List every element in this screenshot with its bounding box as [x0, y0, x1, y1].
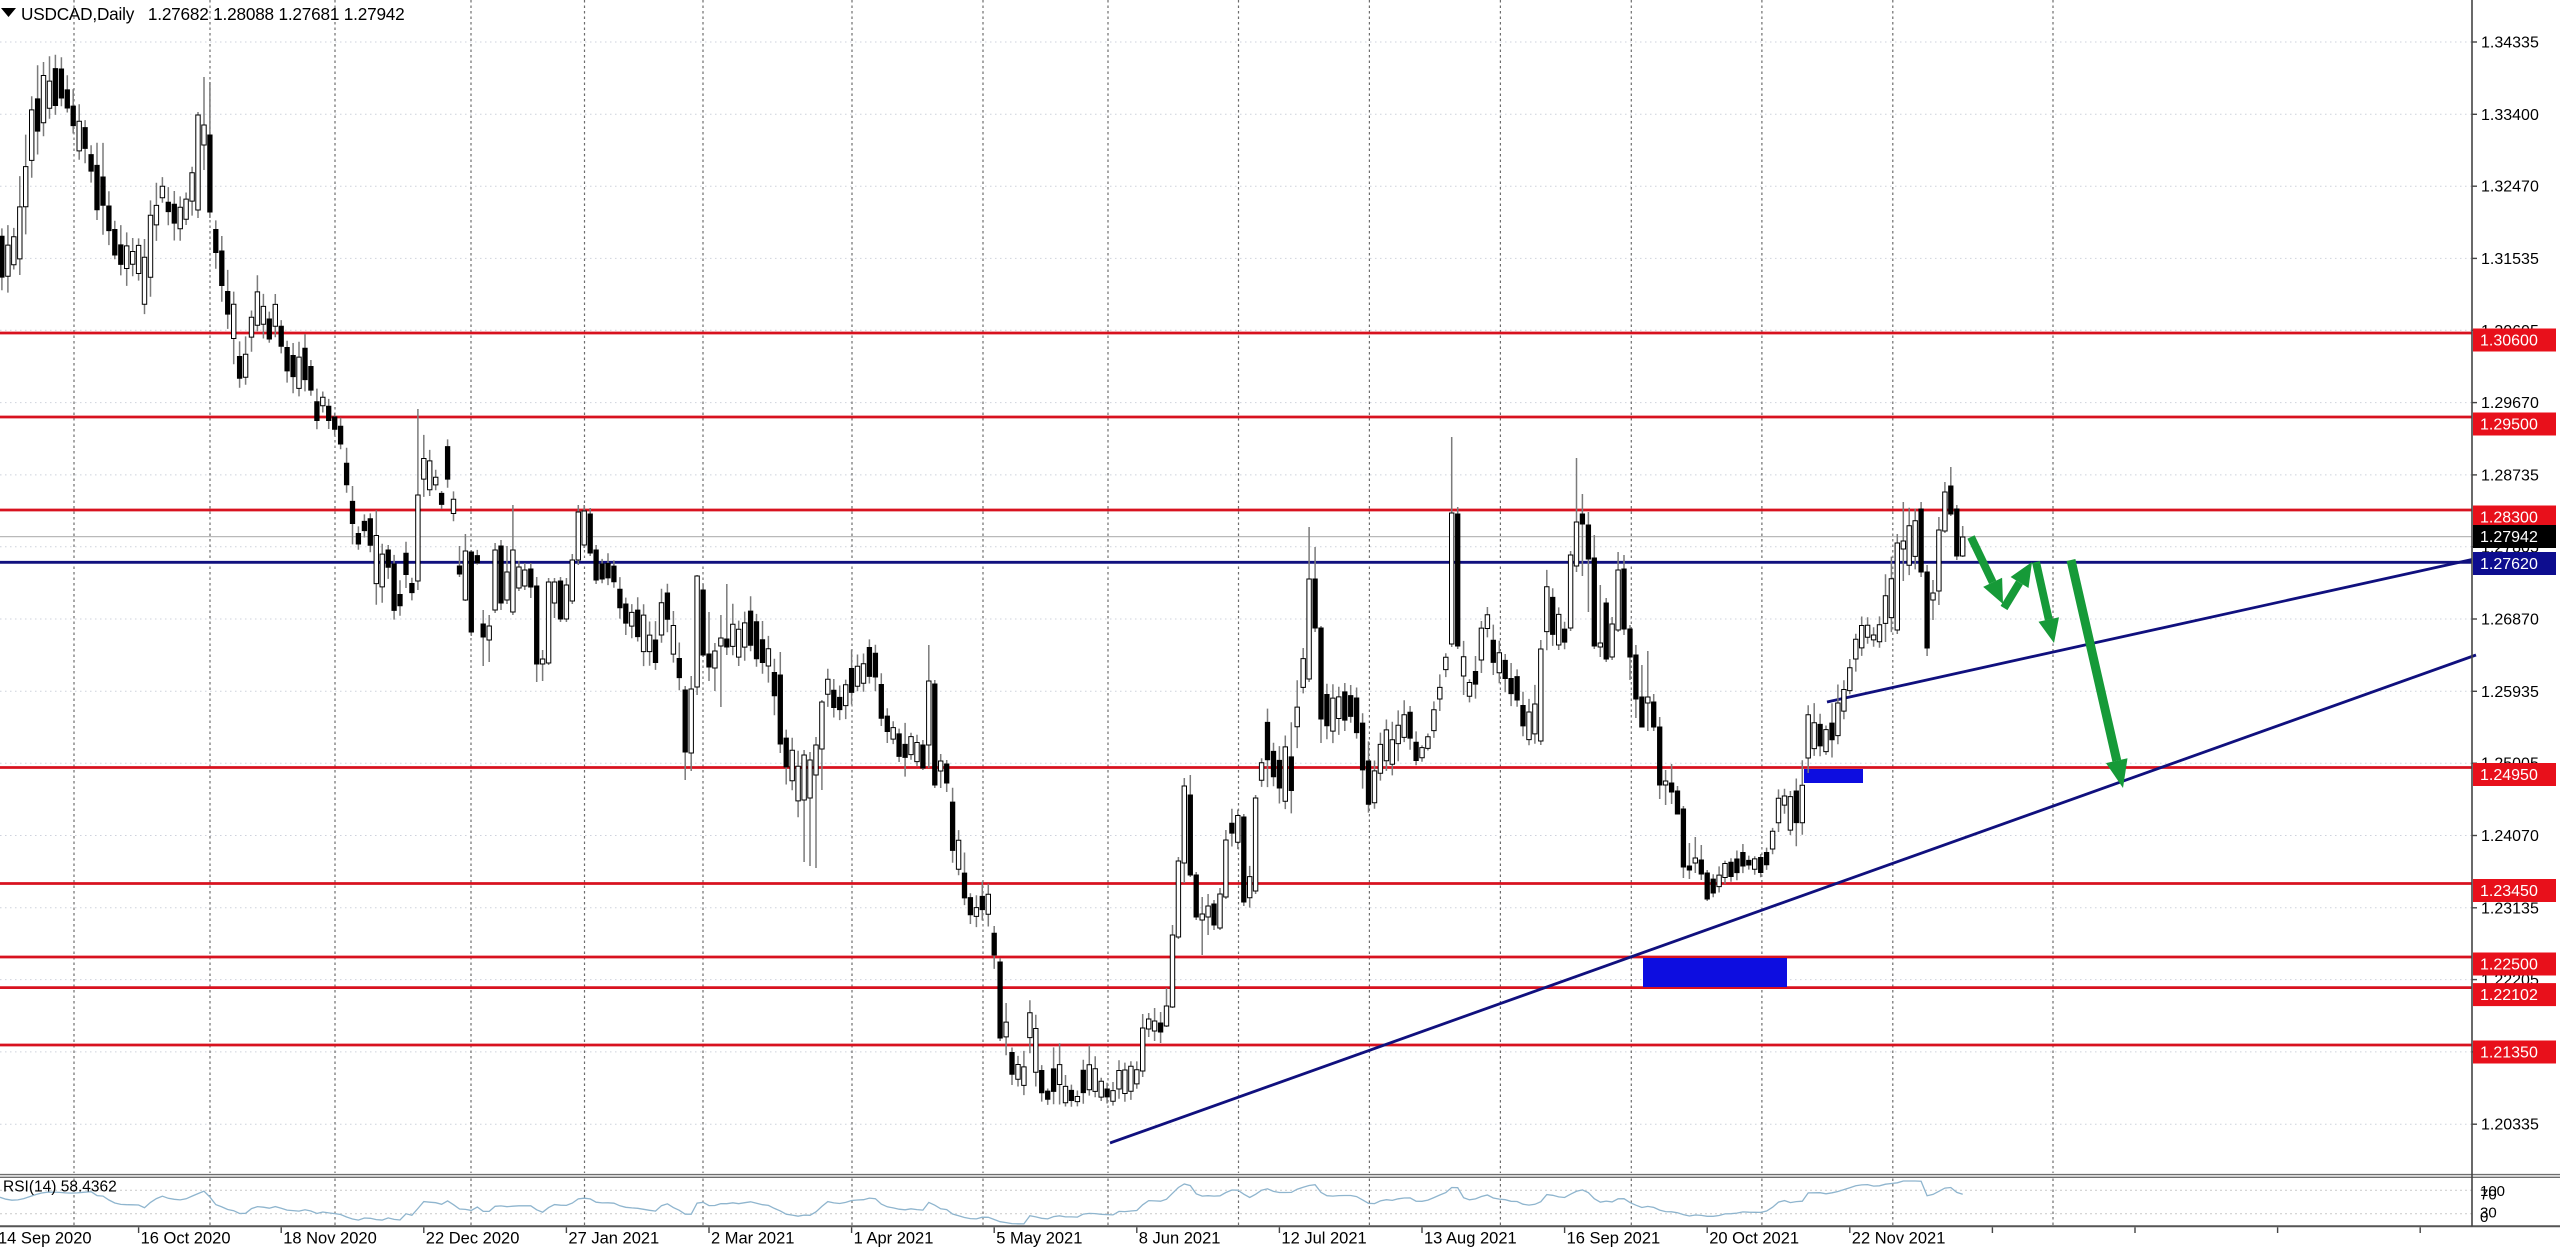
svg-text:5 May 2021: 5 May 2021: [996, 1230, 1082, 1247]
svg-text:1.28300: 1.28300: [2480, 510, 2538, 527]
svg-text:1.28735: 1.28735: [2481, 467, 2539, 484]
svg-text:1.34335: 1.34335: [2481, 35, 2539, 52]
svg-text:1.22102: 1.22102: [2480, 987, 2538, 1004]
svg-text:1.20335: 1.20335: [2481, 1117, 2539, 1134]
svg-text:8 Jun 2021: 8 Jun 2021: [1139, 1230, 1221, 1247]
svg-text:1.33400: 1.33400: [2481, 107, 2539, 124]
svg-text:1.26870: 1.26870: [2481, 612, 2539, 629]
svg-text:27 Jan 2021: 27 Jan 2021: [568, 1230, 659, 1247]
svg-text:1.22500: 1.22500: [2480, 957, 2538, 974]
svg-text:1.30600: 1.30600: [2480, 333, 2538, 350]
svg-text:16 Sep 2021: 16 Sep 2021: [1567, 1230, 1661, 1247]
svg-text:70: 70: [2480, 1187, 2497, 1204]
svg-text:1.32470: 1.32470: [2481, 179, 2539, 196]
svg-text:20 Oct 2021: 20 Oct 2021: [1709, 1230, 1799, 1247]
svg-text:1.21350: 1.21350: [2480, 1045, 2538, 1062]
svg-text:22 Nov 2021: 22 Nov 2021: [1852, 1230, 1946, 1247]
svg-text:16 Oct 2020: 16 Oct 2020: [141, 1230, 231, 1247]
svg-text:1.23135: 1.23135: [2481, 900, 2539, 917]
svg-text:RSI(14) 58.4362: RSI(14) 58.4362: [3, 1179, 117, 1196]
svg-text:1.29670: 1.29670: [2481, 395, 2539, 412]
svg-text:1.25935: 1.25935: [2481, 684, 2539, 701]
svg-text:13 Aug 2021: 13 Aug 2021: [1424, 1230, 1517, 1247]
svg-text:100: 100: [2480, 1183, 2505, 1200]
svg-text:14 Sep 2020: 14 Sep 2020: [0, 1230, 92, 1247]
svg-text:1.27942: 1.27942: [2480, 529, 2538, 546]
svg-text:1.29500: 1.29500: [2480, 417, 2538, 434]
svg-text:1.31535: 1.31535: [2481, 251, 2539, 268]
svg-text:30: 30: [2480, 1205, 2497, 1222]
svg-text:22 Dec 2020: 22 Dec 2020: [426, 1230, 520, 1247]
svg-text:0: 0: [2480, 1209, 2488, 1226]
svg-text:1.24070: 1.24070: [2481, 828, 2539, 845]
svg-text:12 Jul 2021: 12 Jul 2021: [1281, 1230, 1366, 1247]
svg-text:1.27620: 1.27620: [2480, 556, 2538, 573]
svg-text:1.23450: 1.23450: [2480, 883, 2538, 900]
svg-text:2 Mar 2021: 2 Mar 2021: [711, 1230, 794, 1247]
svg-text:1.24950: 1.24950: [2480, 767, 2538, 784]
svg-text:18 Nov 2020: 18 Nov 2020: [283, 1230, 377, 1247]
svg-text:USDCAD,Daily 1.27682 1.28088: USDCAD,Daily 1.27682 1.28088 1.27681 1.2…: [21, 4, 405, 24]
svg-text:1 Apr 2021: 1 Apr 2021: [854, 1230, 934, 1247]
